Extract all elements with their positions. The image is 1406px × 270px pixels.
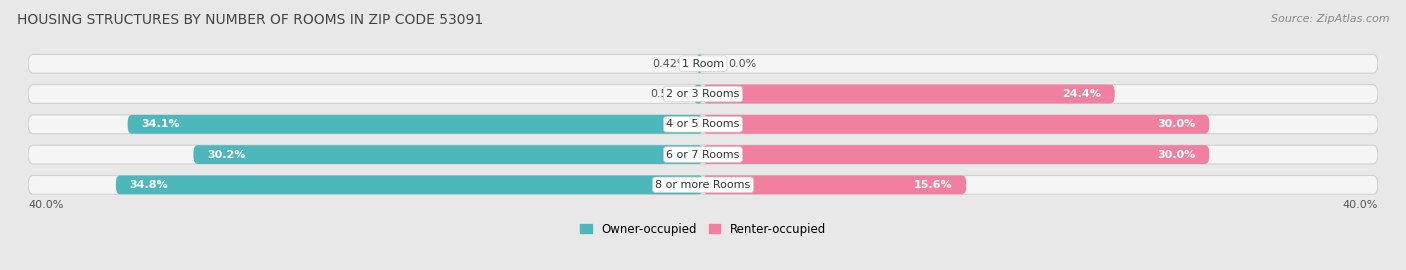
Text: 34.1%: 34.1% bbox=[141, 119, 180, 129]
Text: 4 or 5 Rooms: 4 or 5 Rooms bbox=[666, 119, 740, 129]
FancyBboxPatch shape bbox=[693, 85, 703, 103]
Text: HOUSING STRUCTURES BY NUMBER OF ROOMS IN ZIP CODE 53091: HOUSING STRUCTURES BY NUMBER OF ROOMS IN… bbox=[17, 14, 484, 28]
Text: 24.4%: 24.4% bbox=[1063, 89, 1101, 99]
FancyBboxPatch shape bbox=[28, 145, 1378, 164]
Text: 40.0%: 40.0% bbox=[1343, 200, 1378, 210]
Text: 2 or 3 Rooms: 2 or 3 Rooms bbox=[666, 89, 740, 99]
FancyBboxPatch shape bbox=[28, 115, 1378, 134]
FancyBboxPatch shape bbox=[28, 54, 1378, 73]
FancyBboxPatch shape bbox=[703, 176, 966, 194]
Text: Source: ZipAtlas.com: Source: ZipAtlas.com bbox=[1271, 14, 1389, 23]
Text: 8 or more Rooms: 8 or more Rooms bbox=[655, 180, 751, 190]
Text: 6 or 7 Rooms: 6 or 7 Rooms bbox=[666, 150, 740, 160]
FancyBboxPatch shape bbox=[703, 145, 1209, 164]
Text: 30.2%: 30.2% bbox=[207, 150, 245, 160]
Text: 0.42%: 0.42% bbox=[652, 59, 688, 69]
FancyBboxPatch shape bbox=[703, 115, 1209, 134]
FancyBboxPatch shape bbox=[115, 176, 703, 194]
FancyBboxPatch shape bbox=[194, 145, 703, 164]
FancyBboxPatch shape bbox=[28, 85, 1378, 103]
Legend: Owner-occupied, Renter-occupied: Owner-occupied, Renter-occupied bbox=[575, 218, 831, 240]
Text: 30.0%: 30.0% bbox=[1157, 150, 1195, 160]
Text: 0.0%: 0.0% bbox=[728, 59, 756, 69]
Text: 15.6%: 15.6% bbox=[914, 180, 953, 190]
Text: 34.8%: 34.8% bbox=[129, 180, 167, 190]
FancyBboxPatch shape bbox=[696, 54, 703, 73]
FancyBboxPatch shape bbox=[28, 176, 1378, 194]
Text: 30.0%: 30.0% bbox=[1157, 119, 1195, 129]
Text: 1 Room: 1 Room bbox=[682, 59, 724, 69]
Text: 0.56%: 0.56% bbox=[650, 89, 685, 99]
Text: 40.0%: 40.0% bbox=[28, 200, 63, 210]
FancyBboxPatch shape bbox=[703, 85, 1115, 103]
FancyBboxPatch shape bbox=[128, 115, 703, 134]
